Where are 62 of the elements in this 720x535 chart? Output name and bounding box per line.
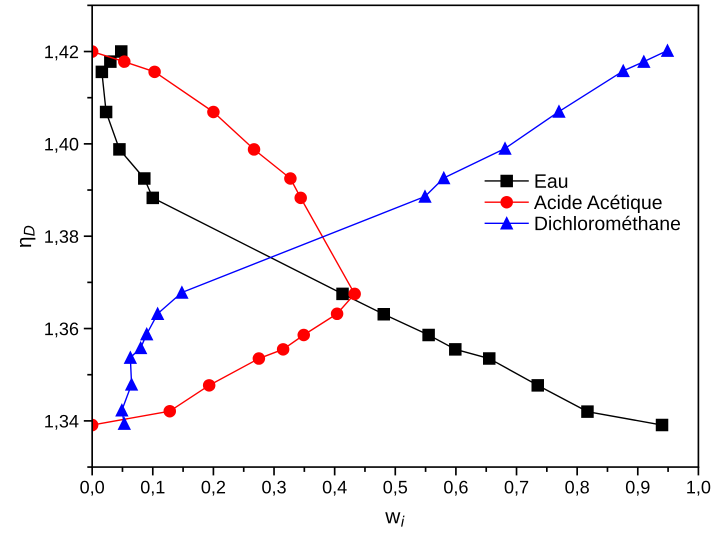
point — [449, 343, 462, 356]
point — [151, 308, 164, 320]
point — [164, 404, 176, 418]
point — [552, 105, 566, 118]
point — [336, 288, 349, 300]
point — [616, 64, 630, 78]
point — [113, 143, 126, 156]
x-tick-label: 1,0 — [687, 480, 710, 496]
point — [100, 106, 112, 118]
point — [118, 55, 131, 68]
point — [118, 417, 131, 430]
point — [661, 44, 674, 57]
legend-label: Acide Acétique — [534, 194, 662, 214]
point — [581, 405, 594, 418]
point — [252, 352, 266, 365]
point — [498, 142, 512, 155]
point — [348, 288, 361, 300]
point — [124, 351, 137, 364]
x-axis-title: w$_{i}$ — [385, 512, 405, 527]
x-tick-label: 0,9 — [626, 480, 650, 496]
point — [207, 106, 220, 118]
point — [176, 286, 188, 299]
y-tick-label: 1,36 — [45, 322, 78, 338]
point — [202, 379, 216, 392]
legend-label: Eau — [536, 174, 568, 188]
y-tick-label: 1,40 — [45, 138, 78, 153]
point — [248, 143, 260, 156]
point — [330, 308, 344, 320]
x-tick-label: 0,1 — [140, 480, 164, 496]
y-tick-label: 1,42 — [45, 45, 78, 60]
point — [531, 379, 544, 392]
point — [116, 404, 128, 417]
point — [125, 378, 138, 391]
legend-label: Dichlorométhane — [536, 216, 680, 230]
x-tick-label: 0,8 — [565, 480, 589, 496]
point — [134, 342, 147, 354]
point — [638, 55, 650, 68]
x-tick-label: 0,0 — [80, 480, 104, 496]
y-axis-title: η$_{D}$ — [20, 226, 36, 247]
point — [418, 190, 432, 203]
point — [284, 172, 297, 185]
x-tick-label: 0,3 — [262, 480, 286, 496]
point — [656, 418, 668, 432]
x-tick-label: 0,7 — [504, 480, 528, 496]
point — [297, 328, 310, 342]
point — [482, 352, 496, 365]
x-tick-label: 0,4 — [322, 480, 347, 496]
point — [276, 343, 290, 356]
x-tick-label: 0,2 — [202, 480, 226, 496]
point — [294, 192, 307, 204]
point — [140, 328, 153, 340]
point — [96, 66, 108, 78]
point — [378, 308, 390, 320]
point — [138, 172, 151, 185]
y-tick-label: 1,38 — [45, 230, 78, 246]
x-tick-label: 0,6 — [444, 480, 468, 496]
point — [438, 172, 450, 184]
x-tick-label: 0,5 — [383, 480, 408, 496]
y-tick-label: 1,34 — [45, 414, 78, 430]
point — [146, 192, 160, 204]
point — [148, 66, 161, 78]
point — [422, 328, 435, 342]
